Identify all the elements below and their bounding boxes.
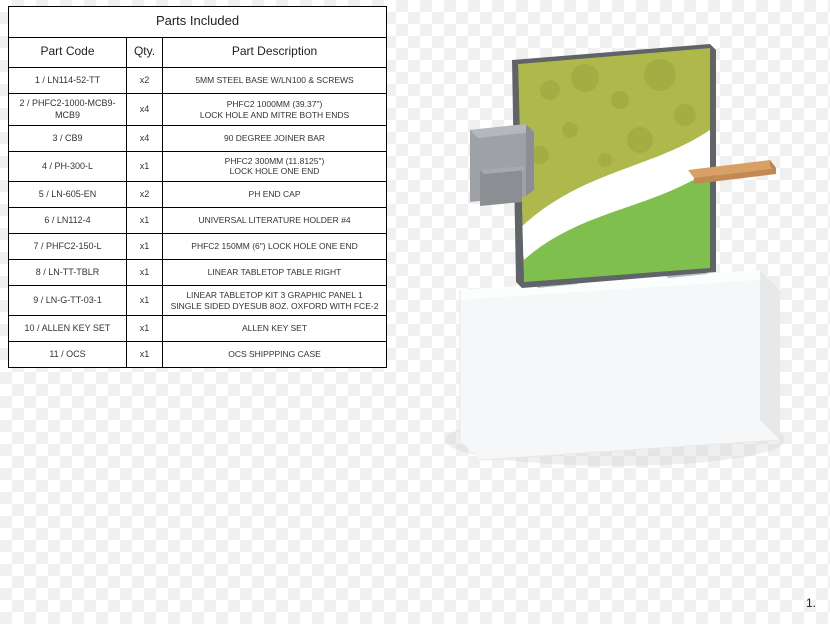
cell-code: 10 / ALLEN KEY SET: [9, 316, 127, 342]
page-number: 1.: [806, 596, 816, 610]
cell-desc: PHFC2 300MM (11.8125")LOCK HOLE ONE END: [163, 151, 387, 181]
parts-table-body: 1 / LN114-52-TTx25MM STEEL BASE W/LN100 …: [9, 68, 387, 368]
cell-qty: x1: [127, 151, 163, 181]
cell-code: 9 / LN-G-TT-03-1: [9, 286, 127, 316]
table-row: 10 / ALLEN KEY SETx1ALLEN KEY SET: [9, 316, 387, 342]
cell-qty: x2: [127, 182, 163, 208]
cell-code: 7 / PHFC2-150-L: [9, 234, 127, 260]
cell-code: 4 / PH-300-L: [9, 151, 127, 181]
cell-desc: UNIVERSAL LITERATURE HOLDER #4: [163, 208, 387, 234]
cell-qty: x1: [127, 316, 163, 342]
tablecloth: [460, 270, 780, 460]
cell-desc: LINEAR TABLETOP TABLE RIGHT: [163, 260, 387, 286]
table-row: 8 / LN-TT-TBLRx1LINEAR TABLETOP TABLE RI…: [9, 260, 387, 286]
literature-holder: [470, 124, 534, 206]
cell-code: 3 / CB9: [9, 125, 127, 151]
cell-qty: x1: [127, 208, 163, 234]
table-row: 2 / PHFC2-1000-MCB9-MCB9x4PHFC2 1000MM (…: [9, 94, 387, 126]
cell-code: 11 / OCS: [9, 342, 127, 368]
cell-code: 2 / PHFC2-1000-MCB9-MCB9: [9, 94, 127, 126]
cell-qty: x4: [127, 94, 163, 126]
cell-desc: PHFC2 150MM (6") LOCK HOLE ONE END: [163, 234, 387, 260]
cell-code: 1 / LN114-52-TT: [9, 68, 127, 94]
table-row: 3 / CB9x490 DEGREE JOINER BAR: [9, 125, 387, 151]
cell-qty: x1: [127, 234, 163, 260]
table-title: Parts Included: [9, 7, 387, 38]
cell-code: 8 / LN-TT-TBLR: [9, 260, 127, 286]
product-render: [410, 20, 810, 480]
cell-desc: OCS SHIPPPING CASE: [163, 342, 387, 368]
cell-qty: x1: [127, 342, 163, 368]
cell-desc: 5MM STEEL BASE W/LN100 & SCREWS: [163, 68, 387, 94]
col-header-code: Part Code: [9, 38, 127, 68]
cell-desc: LINEAR TABLETOP KIT 3 GRAPHIC PANEL 1SIN…: [163, 286, 387, 316]
parts-table-container: Parts Included Part Code Qty. Part Descr…: [8, 6, 386, 368]
table-row: 7 / PHFC2-150-Lx1PHFC2 150MM (6") LOCK H…: [9, 234, 387, 260]
cell-qty: x1: [127, 260, 163, 286]
table-row: 4 / PH-300-Lx1PHFC2 300MM (11.8125")LOCK…: [9, 151, 387, 181]
cell-code: 5 / LN-605-EN: [9, 182, 127, 208]
table-row: 11 / OCSx1OCS SHIPPPING CASE: [9, 342, 387, 368]
table-row: 1 / LN114-52-TTx25MM STEEL BASE W/LN100 …: [9, 68, 387, 94]
cell-qty: x4: [127, 125, 163, 151]
table-row: 6 / LN112-4x1UNIVERSAL LITERATURE HOLDER…: [9, 208, 387, 234]
cell-qty: x1: [127, 286, 163, 316]
cell-desc: ALLEN KEY SET: [163, 316, 387, 342]
parts-table: Parts Included Part Code Qty. Part Descr…: [8, 6, 387, 368]
table-row: 5 / LN-605-ENx2PH END CAP: [9, 182, 387, 208]
cell-desc: PHFC2 1000MM (39.37")LOCK HOLE AND MITRE…: [163, 94, 387, 126]
col-header-qty: Qty.: [127, 38, 163, 68]
backdrop-graphic: [518, 48, 710, 282]
cell-desc: 90 DEGREE JOINER BAR: [163, 125, 387, 151]
cell-code: 6 / LN112-4: [9, 208, 127, 234]
table-row: 9 / LN-G-TT-03-1x1LINEAR TABLETOP KIT 3 …: [9, 286, 387, 316]
cell-desc: PH END CAP: [163, 182, 387, 208]
cell-qty: x2: [127, 68, 163, 94]
col-header-desc: Part Description: [163, 38, 387, 68]
